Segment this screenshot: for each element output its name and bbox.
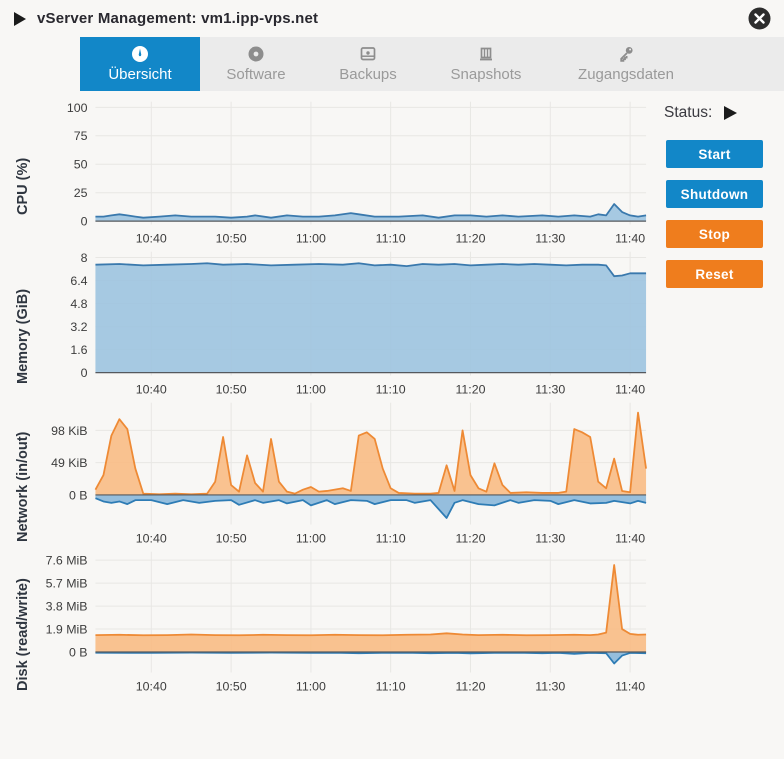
tab-label: Software	[226, 66, 286, 83]
svg-text:11:10: 11:10	[376, 531, 406, 545]
svg-text:1.6: 1.6	[70, 343, 87, 357]
svg-text:11:30: 11:30	[535, 679, 565, 693]
svg-text:11:30: 11:30	[535, 531, 565, 545]
svg-text:10:50: 10:50	[216, 231, 247, 245]
svg-text:5.7 MiB: 5.7 MiB	[46, 577, 88, 591]
svg-text:10:50: 10:50	[216, 382, 247, 396]
header-bar: vServer Management: vm1.ipp-vps.net	[0, 0, 784, 37]
tab-label: Übersicht	[108, 66, 172, 83]
svg-text:10:50: 10:50	[216, 679, 247, 693]
vm-actions-panel: Status: Start Shutdown Stop Reset	[660, 100, 774, 300]
svg-text:11:10: 11:10	[376, 679, 406, 693]
network-chart-section: Network (in/out) 0 B 49 KiB 98 KiB 10:40 10:…	[8, 402, 652, 549]
tab-label: Backups	[339, 66, 397, 83]
memory-axis-label: Memory (GiB)	[15, 288, 31, 385]
disc-icon	[247, 45, 265, 63]
svg-text:3.2: 3.2	[70, 320, 87, 334]
cpu-axis-label: CPU (%)	[15, 157, 31, 215]
svg-text:6.4: 6.4	[70, 274, 87, 288]
svg-text:11:30: 11:30	[535, 382, 565, 396]
stop-button[interactable]: Stop	[666, 220, 763, 248]
svg-text:11:40: 11:40	[615, 382, 645, 396]
svg-text:10:40: 10:40	[136, 679, 167, 693]
svg-text:3.8 MiB: 3.8 MiB	[46, 600, 88, 614]
tab-snapshots[interactable]: Snapshots	[424, 37, 548, 91]
network-axis-label: Network (in/out)	[15, 431, 31, 542]
charts-column: CPU (%) 0 25 50 75 100 10:40 10:50 11:00 11:10 11…	[0, 91, 652, 697]
svg-text:10:40: 10:40	[136, 531, 167, 545]
svg-text:11:40: 11:40	[615, 679, 645, 693]
svg-text:11:40: 11:40	[615, 531, 645, 545]
memory-chart-section: Memory (GiB) 0 1.6 3.2 4.8 6.4 8 10:40 10:50 11:…	[8, 251, 652, 400]
status-label: Status:	[664, 104, 713, 121]
svg-text:11:00: 11:00	[296, 382, 326, 396]
page-title: vServer Management: vm1.ipp-vps.net	[37, 10, 319, 27]
status-running-icon	[724, 106, 738, 120]
start-button[interactable]: Start	[666, 140, 763, 168]
close-icon	[748, 7, 771, 30]
svg-text:11:10: 11:10	[376, 231, 406, 245]
svg-text:75: 75	[74, 129, 88, 143]
svg-text:11:40: 11:40	[615, 231, 645, 245]
svg-text:0 B: 0 B	[69, 645, 88, 659]
tab-backups[interactable]: Backups	[312, 37, 424, 91]
svg-text:11:10: 11:10	[376, 382, 406, 396]
svg-text:11:00: 11:00	[296, 531, 326, 545]
tab-bar: Übersicht Software Backups	[80, 37, 784, 91]
svg-text:11:20: 11:20	[455, 231, 485, 245]
svg-text:11:30: 11:30	[535, 231, 565, 245]
svg-text:49 KiB: 49 KiB	[51, 456, 87, 470]
cpu-chart-canvas: 0 25 50 75 100 10:40 10:50 11:00 11:10 11:20 11:30…	[67, 101, 647, 245]
status-row: Status:	[664, 104, 774, 122]
close-button[interactable]	[748, 7, 771, 30]
tab-zugangsdaten[interactable]: Zugangsdaten	[548, 37, 704, 91]
key-icon	[617, 45, 635, 63]
svg-text:0: 0	[81, 366, 88, 380]
snapshot-icon	[477, 45, 495, 63]
svg-text:11:20: 11:20	[455, 679, 485, 693]
svg-text:11:20: 11:20	[455, 382, 485, 396]
tab-uebersicht[interactable]: Übersicht	[80, 37, 200, 91]
reset-button[interactable]: Reset	[666, 260, 763, 288]
svg-text:50: 50	[74, 158, 88, 172]
shutdown-button[interactable]: Shutdown	[666, 180, 763, 208]
svg-text:11:20: 11:20	[455, 531, 485, 545]
svg-text:0 B: 0 B	[69, 488, 88, 502]
svg-text:25: 25	[74, 186, 88, 200]
svg-text:1.9 MiB: 1.9 MiB	[46, 623, 88, 637]
play-icon	[14, 11, 26, 26]
svg-text:8: 8	[81, 251, 88, 265]
svg-text:98 KiB: 98 KiB	[51, 424, 87, 438]
disk-axis-label: Disk (read/write)	[15, 578, 31, 692]
gauge-icon	[131, 45, 149, 63]
svg-text:11:00: 11:00	[296, 231, 326, 245]
svg-text:10:50: 10:50	[216, 531, 247, 545]
tab-label: Snapshots	[450, 66, 522, 83]
memory-chart-canvas: 0 1.6 3.2 4.8 6.4 8 10:40 10:50 11:00 11:10 11:20 1…	[70, 251, 647, 396]
svg-text:10:40: 10:40	[136, 231, 167, 245]
tab-software[interactable]: Software	[200, 37, 312, 91]
svg-text:0: 0	[81, 215, 88, 229]
drive-icon	[359, 45, 377, 63]
svg-text:10:40: 10:40	[136, 382, 167, 396]
svg-text:4.8: 4.8	[70, 297, 87, 311]
cpu-chart-section: CPU (%) 0 25 50 75 100 10:40 10:50 11:00 11:10 11…	[8, 101, 652, 249]
disk-chart-section: Disk (read/write) 0 B 1.9 MiB 3.8 MiB 5.7 M…	[8, 551, 652, 697]
network-chart-canvas: 0 B 49 KiB 98 KiB 10:40 10:50 11:00 11:10 11:20…	[51, 402, 647, 545]
tab-label: Zugangsdaten	[578, 66, 674, 83]
svg-text:7.6 MiB: 7.6 MiB	[46, 554, 88, 568]
svg-text:11:00: 11:00	[296, 679, 326, 693]
svg-text:100: 100	[67, 101, 88, 115]
disk-chart-canvas: 0 B 1.9 MiB 3.8 MiB 5.7 MiB 7.6 MiB 10:40 10:5…	[46, 551, 647, 693]
